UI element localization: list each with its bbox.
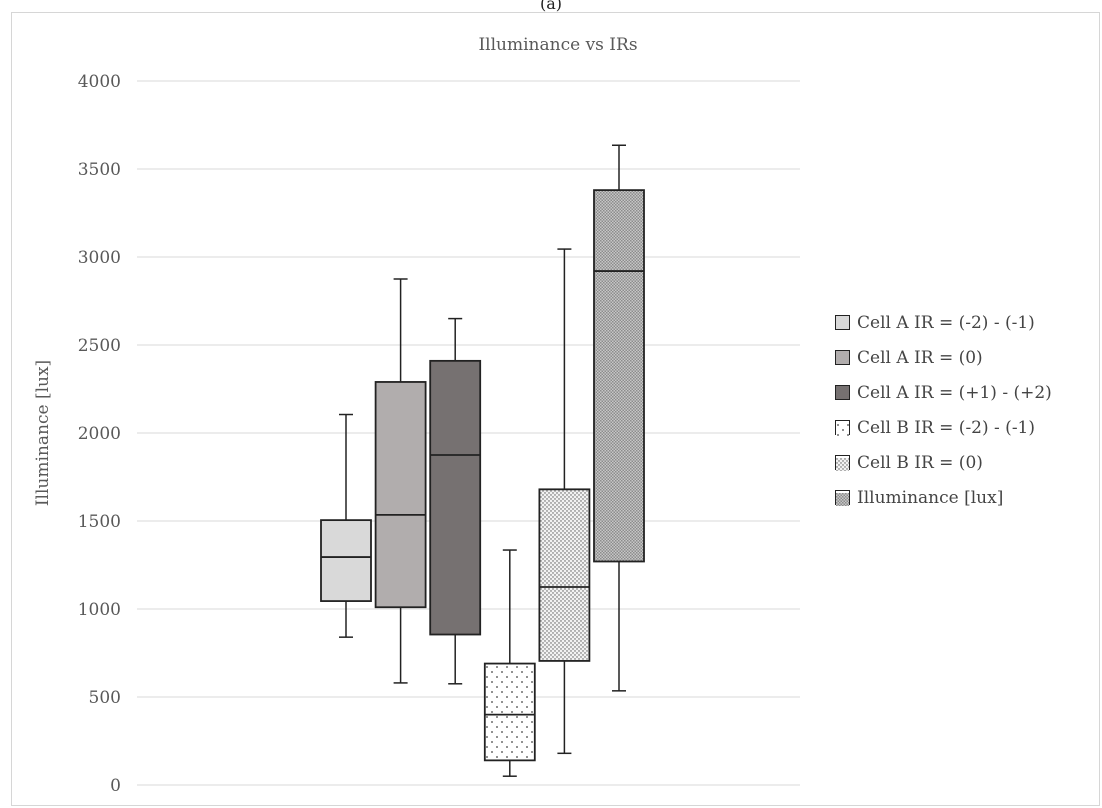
legend-item: Cell A IR = (-2) - (-1) (835, 305, 1052, 340)
box-1 (320, 413, 372, 638)
legend-item: Cell A IR = (0) (835, 340, 1052, 375)
y-tick-labels: 0 500 1000 1500 2000 2500 3000 3500 4000 (78, 72, 121, 796)
legend-label: Cell B IR = (0) (857, 452, 983, 473)
y-tick-label: 0 (110, 776, 121, 796)
legend-item: Cell A IR = (+1) - (+2) (835, 375, 1052, 410)
iqr-box (374, 381, 427, 609)
legend-label: Cell B IR = (-2) - (-1) (857, 417, 1036, 438)
y-tick-label: 3500 (78, 160, 121, 180)
legend-swatch (835, 350, 850, 365)
y-tick-label: 3000 (78, 248, 121, 268)
panel-label: (a) (539, 0, 563, 13)
y-tick-label: 2500 (78, 336, 121, 356)
legend-label: Cell A IR = (0) (857, 347, 983, 368)
box-2 (374, 278, 427, 684)
y-tick-label: 500 (89, 688, 121, 708)
iqr-box (320, 519, 372, 602)
box-4 (483, 549, 536, 777)
y-tick-label: 1500 (78, 512, 121, 532)
legend-swatch (835, 385, 850, 400)
legend-item: Cell B IR = (0) (835, 445, 1052, 480)
chart-title: Illuminance vs IRs (478, 35, 637, 55)
iqr-box (429, 359, 482, 636)
box-3 (429, 317, 482, 685)
boxes (320, 144, 645, 777)
y-tick-label: 4000 (78, 72, 121, 92)
iqr-box (593, 189, 645, 563)
legend-label: Cell A IR = (+1) - (+2) (857, 382, 1052, 403)
box-6 (593, 144, 645, 692)
y-tick-label: 1000 (78, 600, 121, 620)
iqr-box (538, 488, 591, 662)
legend-swatch (835, 490, 850, 506)
legend-swatch (835, 420, 850, 436)
legend: Cell A IR = (-2) - (-1) Cell A IR = (0) Ce… (835, 305, 1052, 515)
legend-label: Illuminance [lux] (857, 487, 1004, 508)
iqr-box (483, 662, 536, 762)
y-axis-label: Illuminance [lux] (33, 360, 53, 506)
box-5 (538, 248, 591, 755)
legend-item: Cell B IR = (-2) - (-1) (835, 410, 1052, 445)
y-tick-label: 2000 (78, 424, 121, 444)
legend-item: Illuminance [lux] (835, 480, 1052, 515)
legend-swatch (835, 315, 850, 330)
chart-frame (11, 12, 1100, 806)
legend-swatch (835, 455, 850, 471)
legend-label: Cell A IR = (-2) - (-1) (857, 312, 1035, 333)
